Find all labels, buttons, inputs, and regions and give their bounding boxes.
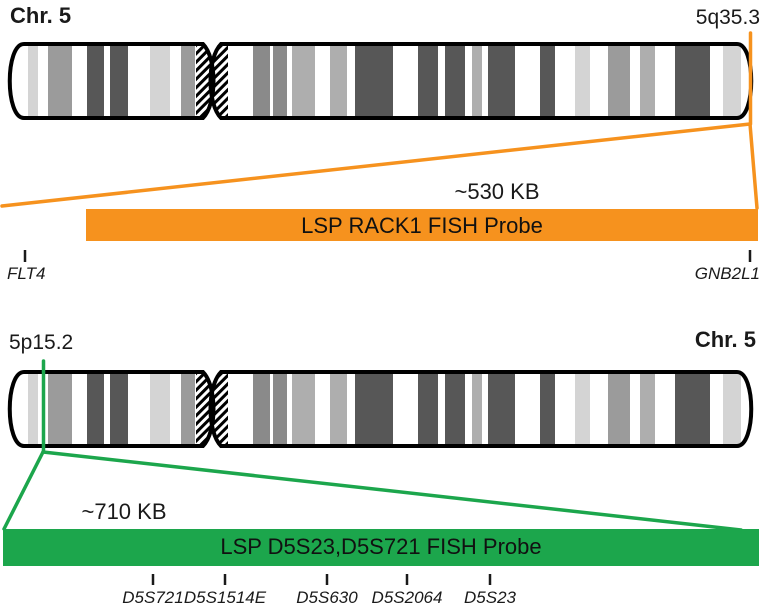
giemsa-bands	[28, 44, 741, 118]
top-cytoband-label: 5q35.3	[696, 6, 760, 29]
zoom-callout-line-right	[748, 122, 759, 210]
chromosome-band	[292, 372, 315, 446]
gene-markers: FLT4 GNB2L1	[7, 250, 760, 283]
chromosome-band	[330, 44, 347, 118]
chromosome-band	[472, 372, 482, 446]
bottom-chromosome-title: Chr. 5	[695, 327, 756, 352]
marker-label: D5S2064	[372, 588, 443, 607]
chromosome-band	[575, 44, 590, 118]
chromosome-band	[181, 44, 195, 118]
q-arm-outline	[208, 370, 754, 448]
chromosome-band	[253, 44, 270, 118]
chromosome-band	[87, 44, 104, 118]
zoom-callout-line-left	[2, 450, 45, 531]
chromosome-band	[723, 372, 741, 446]
chromosome-band	[273, 372, 287, 446]
p-arm-outline	[7, 370, 216, 448]
chromosome-band	[28, 44, 38, 118]
marker-label: D5S1514E	[184, 588, 267, 607]
sts-markers: D5S721 D5S1514E D5S630 D5S2064 D5S23	[122, 574, 517, 607]
centromere-hatch-right	[210, 44, 228, 118]
centromere-hatch-right	[210, 372, 228, 446]
chromosome-band	[640, 372, 655, 446]
rack1-probe-callout: ~530 KB LSP RACK1 FISH Probe FLT4 GNB2L1	[0, 31, 760, 283]
marker-label: D5S721	[122, 588, 183, 607]
probe-name-label: LSP RACK1 FISH Probe	[301, 213, 543, 238]
chromosome-band	[540, 44, 555, 118]
marker-label: FLT4	[7, 264, 45, 283]
chromosome-band	[418, 44, 438, 118]
probe-bar	[3, 529, 759, 566]
marker-label: D5S630	[296, 588, 358, 607]
chromosome-band	[273, 44, 287, 118]
top-chromosome-title: Chr. 5	[10, 3, 71, 28]
chromosome-band	[488, 44, 515, 118]
chromosome-band	[355, 44, 393, 118]
chromosome-band	[445, 44, 465, 118]
centromere-hatch-left	[196, 372, 214, 446]
d5s23-probe-callout: ~710 KB LSP D5S23,D5S721 FISH Probe D5S7…	[2, 359, 759, 607]
p-arm-outline	[7, 42, 216, 120]
chromosome-band	[488, 372, 515, 446]
chromosome-band	[445, 372, 465, 446]
chromosome-band	[110, 372, 128, 446]
chromosome-band	[292, 44, 315, 118]
chromosome-band	[640, 44, 655, 118]
chromosome-band	[418, 372, 438, 446]
chromosome-band	[675, 44, 710, 118]
chromosome-band	[110, 44, 128, 118]
bottom-chromosome-ideogram	[7, 370, 754, 448]
chromosome-band	[48, 372, 72, 446]
giemsa-bands	[28, 372, 741, 446]
chromosome-band	[675, 372, 710, 446]
top-chromosome-ideogram	[7, 42, 754, 120]
zoom-callout-line-left	[0, 122, 752, 208]
chromosome-band	[355, 372, 393, 446]
bottom-cytoband-label: 5p15.2	[9, 331, 73, 354]
chromosome-band	[28, 372, 38, 446]
chromosome-band	[608, 44, 630, 118]
probe-name-label: LSP D5S23,D5S721 FISH Probe	[220, 534, 541, 559]
chromosome-band	[472, 44, 482, 118]
chromosome-band	[540, 372, 555, 446]
chromosome-band	[87, 372, 104, 446]
zoom-callout-line-right	[41, 450, 743, 532]
marker-label: GNB2L1	[695, 264, 760, 283]
chromosome-band	[608, 372, 630, 446]
chromosome-band	[181, 372, 195, 446]
centromere-hatch-left	[196, 44, 214, 118]
chromosome-band	[150, 44, 170, 118]
probe-bar	[86, 209, 758, 241]
marker-label: D5S23	[464, 588, 517, 607]
chromosome-band	[330, 372, 347, 446]
probe-size-label: ~530 KB	[454, 179, 539, 204]
chromosome-band	[150, 372, 170, 446]
chromosome-band	[575, 372, 590, 446]
chromosome-band	[723, 44, 741, 118]
chromosome-band	[253, 372, 270, 446]
chromosome-band	[48, 44, 72, 118]
q-arm-outline	[208, 42, 754, 120]
probe-size-label: ~710 KB	[81, 499, 166, 524]
